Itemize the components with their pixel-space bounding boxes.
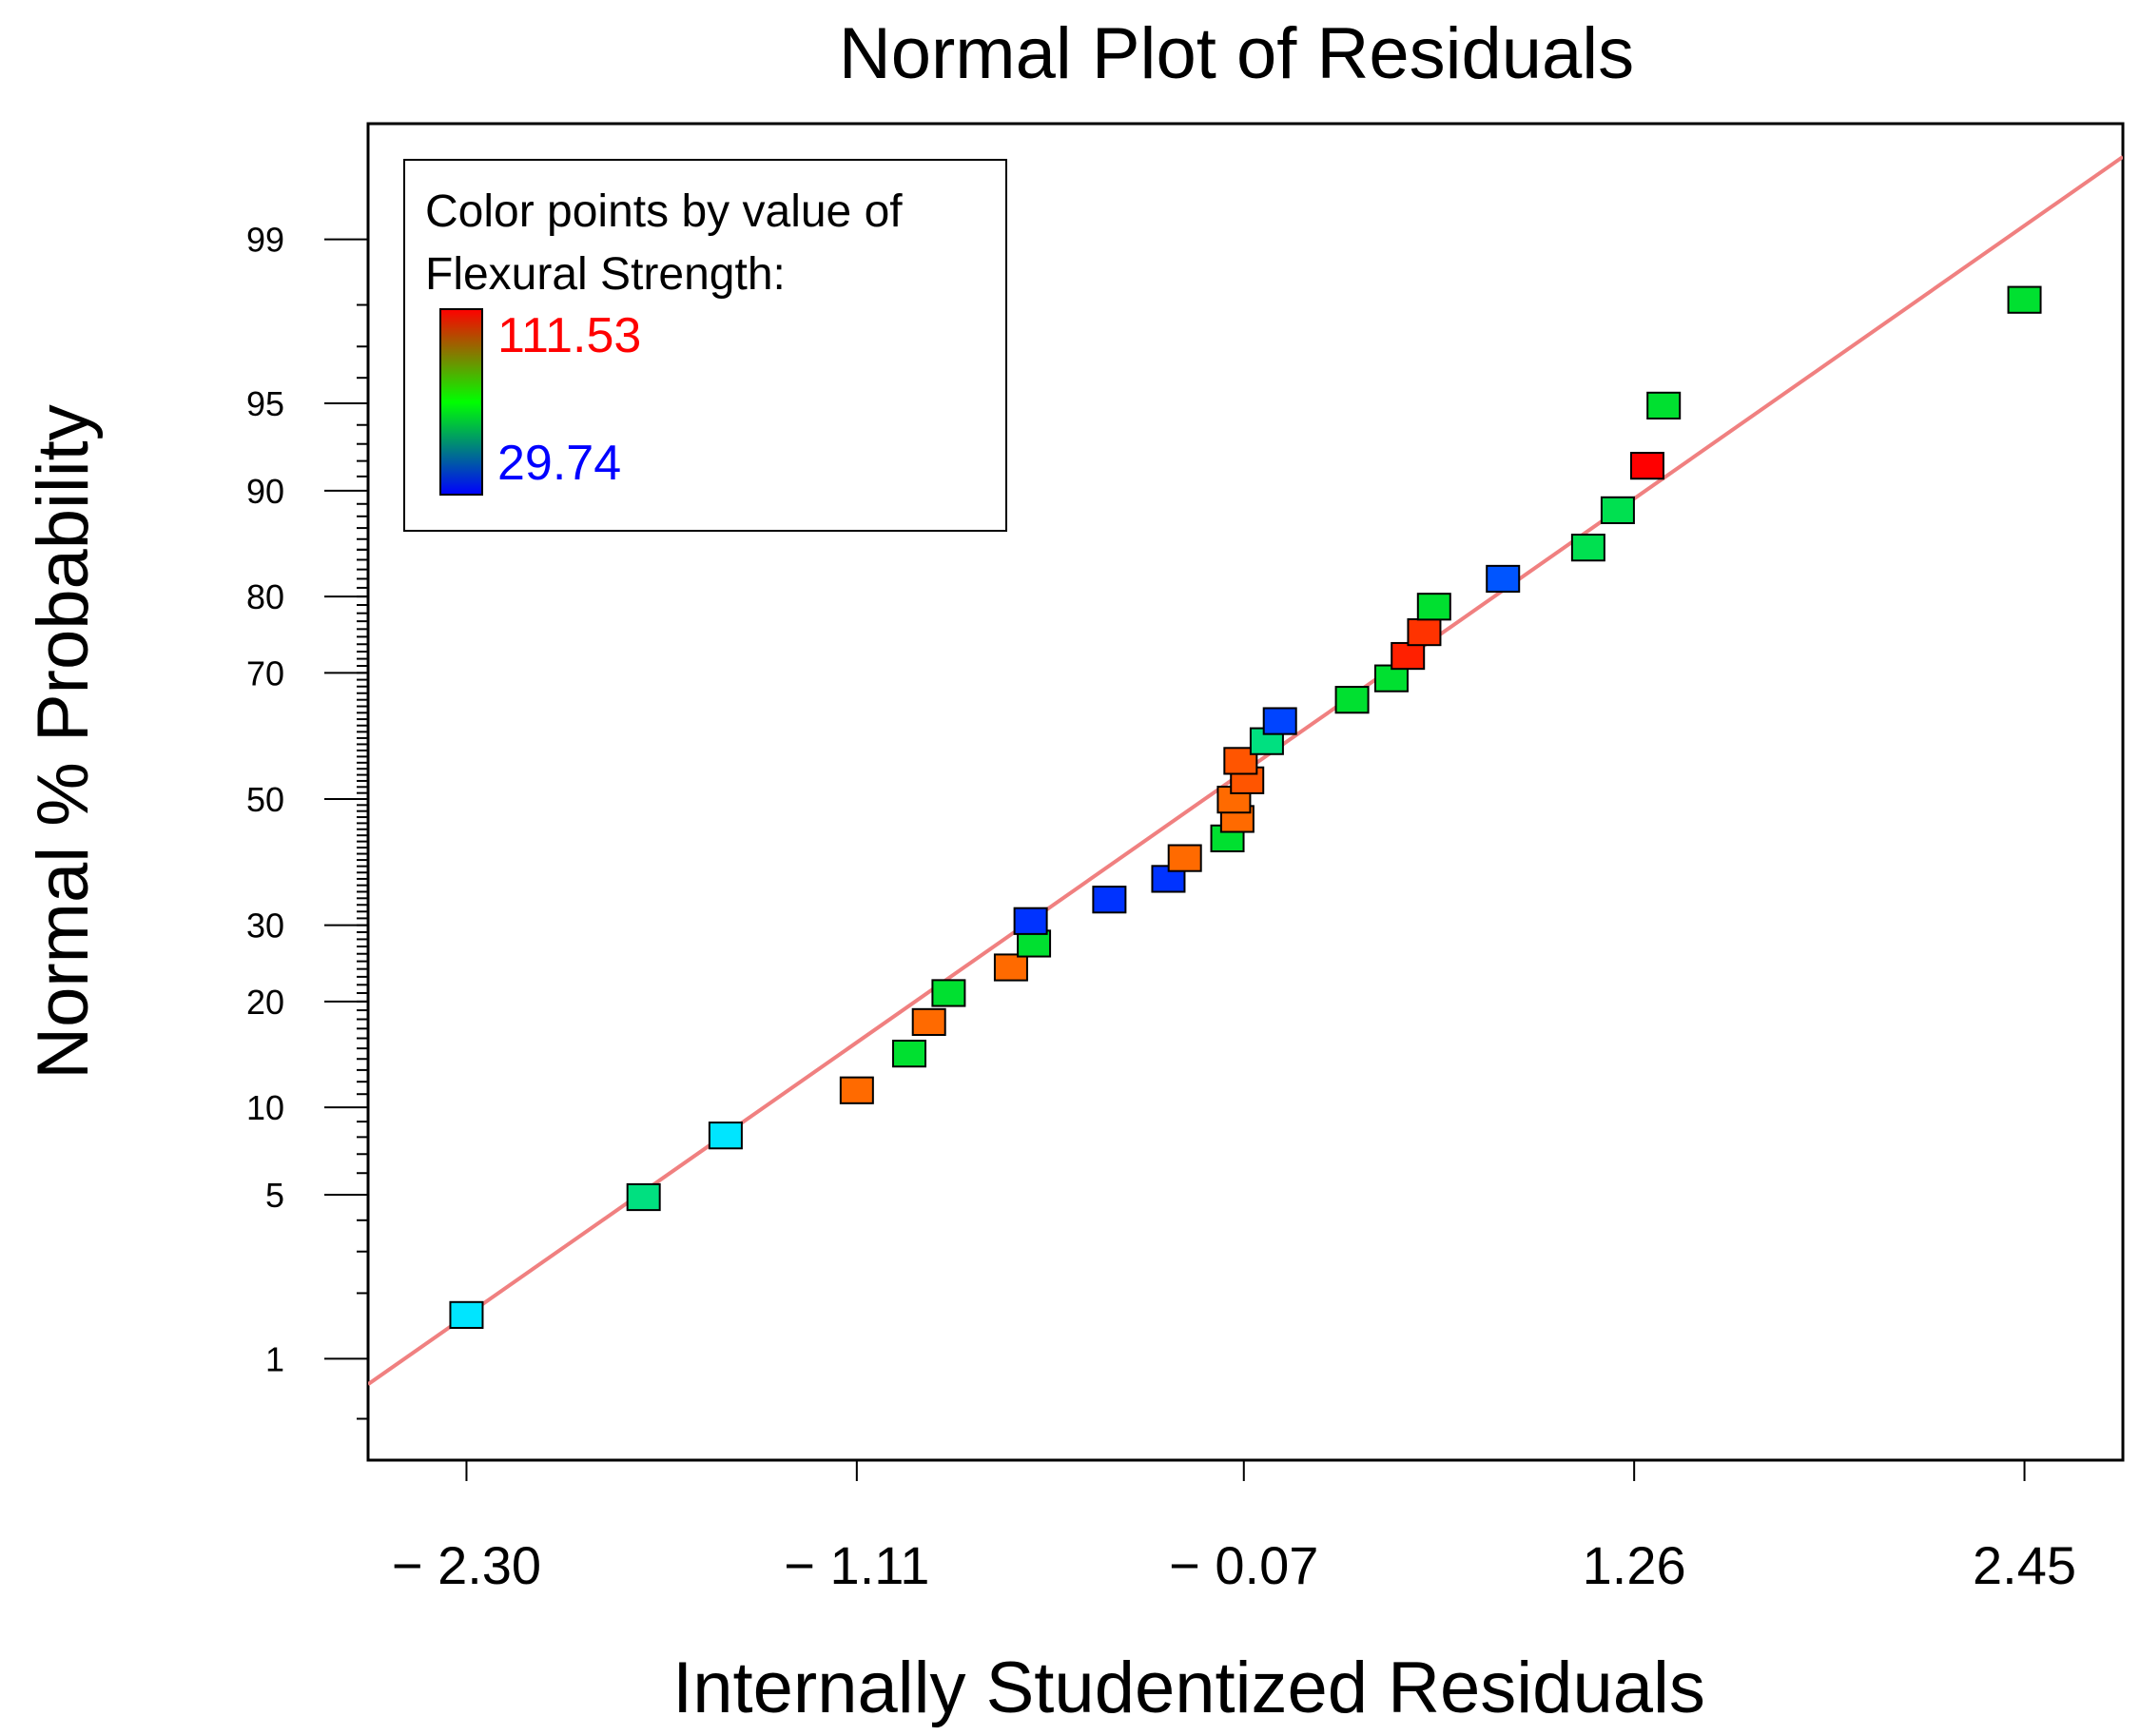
data-point xyxy=(1570,534,1605,562)
y-tick-label: 10 xyxy=(246,1088,284,1127)
x-tick-label: − 1.11 xyxy=(784,1535,929,1595)
data-point xyxy=(1334,686,1370,714)
legend-title-line1: Color points by value of xyxy=(425,186,903,237)
y-tick-label: 30 xyxy=(246,907,284,946)
data-point xyxy=(1407,617,1442,647)
data-point xyxy=(892,1040,927,1068)
data-point xyxy=(1092,886,1127,914)
data-point xyxy=(931,979,966,1007)
data-point xyxy=(626,1182,661,1212)
y-tick-label: 70 xyxy=(246,653,284,692)
y-tick-label: 50 xyxy=(246,780,284,819)
data-point xyxy=(1600,496,1635,524)
plot-area-frame xyxy=(366,122,2125,1462)
y-tick-label: 5 xyxy=(265,1176,284,1215)
y-tick-label: 20 xyxy=(246,983,284,1022)
legend-color-bar xyxy=(439,308,483,496)
y-tick-label: 90 xyxy=(246,472,284,511)
data-point xyxy=(708,1122,743,1150)
y-tick-label: 80 xyxy=(246,577,284,616)
data-points xyxy=(449,285,2042,1329)
x-axis: − 2.30 − 1.11 − 0.07 1.26 2.45 xyxy=(392,1460,2076,1595)
data-point xyxy=(1391,641,1426,671)
y-tick-label: 95 xyxy=(246,384,284,423)
legend-box xyxy=(403,159,1007,532)
data-point xyxy=(1167,844,1202,872)
y-axis: 1 5 10 20 30 50 70 80 90 95 99 xyxy=(246,221,368,1420)
data-point xyxy=(1013,907,1048,935)
legend-min-value: 29.74 xyxy=(497,436,621,491)
x-axis-label: Internally Studentized Residuals xyxy=(672,1648,1705,1728)
x-tick-label: 2.45 xyxy=(1973,1535,2076,1595)
data-point xyxy=(2007,285,2042,314)
data-point xyxy=(1262,707,1297,735)
legend: Color points by value of Flexural Streng… xyxy=(403,159,1007,532)
data-point xyxy=(839,1076,874,1104)
legend-title-line2: Flexural Strength: xyxy=(425,249,786,300)
x-tick-label: − 2.30 xyxy=(392,1535,541,1595)
data-point xyxy=(911,1007,946,1037)
legend-max-value: 111.53 xyxy=(497,308,641,363)
y-tick-label: 1 xyxy=(265,1339,284,1378)
y-tick-label: 99 xyxy=(246,221,284,260)
x-tick-label: − 0.07 xyxy=(1169,1535,1318,1595)
data-point xyxy=(1416,593,1451,621)
data-point xyxy=(1629,452,1664,480)
y-axis-label: Normal % Probability xyxy=(23,404,104,1080)
data-point xyxy=(1646,391,1682,419)
data-point xyxy=(993,953,1028,982)
data-point xyxy=(1486,564,1521,594)
chart-title: Normal Plot of Residuals xyxy=(839,13,1634,94)
x-tick-label: 1.26 xyxy=(1583,1535,1686,1595)
data-point xyxy=(449,1300,484,1329)
